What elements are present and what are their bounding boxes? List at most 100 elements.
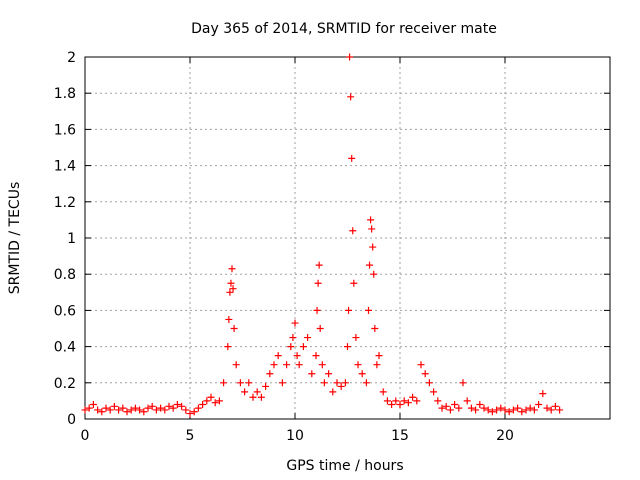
data-point [400, 397, 408, 405]
y-tick-label: 1.2 [54, 195, 76, 211]
data-point [430, 388, 438, 396]
data-point [119, 404, 127, 412]
data-point [404, 399, 412, 407]
data-point [362, 379, 370, 387]
data-point [270, 361, 278, 369]
data-point [480, 404, 488, 412]
data-point [438, 404, 446, 412]
data-point [266, 370, 274, 378]
data-point [283, 361, 291, 369]
data-point [232, 361, 240, 369]
data-point [262, 382, 270, 390]
data-point [505, 408, 513, 416]
x-axis: 0 5 10 15 20 [81, 57, 514, 444]
data-point [388, 401, 396, 409]
data-point [344, 343, 351, 351]
data-point [346, 53, 354, 61]
data-point [229, 285, 237, 293]
data-point [434, 397, 442, 405]
data-point [287, 343, 295, 351]
data-point [190, 408, 198, 416]
y-tick-label: 1.4 [54, 159, 76, 175]
data-point [203, 397, 211, 405]
data-point [182, 406, 190, 414]
data-point [224, 343, 232, 351]
data-point [102, 404, 110, 412]
data-point [371, 325, 379, 332]
data-point [526, 404, 534, 412]
data-point [530, 406, 538, 414]
data-point [369, 243, 377, 251]
data-point [316, 325, 324, 332]
y-axis: 0 0.2 0.4 0.6 0.8 1 1.2 1.4 1.6 1.8 2 [54, 50, 610, 428]
data-point [227, 279, 235, 287]
data-point [123, 408, 131, 416]
data-point [341, 379, 349, 387]
data-point [551, 402, 559, 410]
data-point [417, 361, 425, 369]
data-point [463, 397, 471, 405]
data-point [165, 402, 173, 410]
data-point [249, 393, 257, 401]
data-point [366, 261, 374, 269]
data-point [98, 408, 106, 416]
x-tick-label: 5 [186, 428, 195, 444]
data-point [314, 279, 322, 287]
data-point [493, 406, 501, 414]
data-point [94, 406, 102, 414]
data-point [333, 379, 341, 387]
data-point [459, 379, 467, 387]
y-tick-label: 0.8 [54, 267, 76, 283]
data-point [368, 225, 376, 233]
data-point [543, 404, 551, 412]
data-point [140, 408, 148, 416]
data-point [304, 334, 312, 342]
data-point [329, 388, 337, 396]
data-point [350, 279, 358, 287]
data-point [230, 325, 238, 332]
data-point [320, 379, 328, 387]
data-point [518, 408, 526, 416]
data-point [148, 402, 156, 410]
data-point [81, 406, 89, 414]
y-tick-label: 0 [67, 412, 76, 428]
data-point [535, 401, 543, 409]
data-point [245, 379, 253, 387]
grid-lines [85, 57, 610, 419]
data-point [509, 406, 517, 414]
y-tick-label: 0.2 [54, 376, 76, 392]
data-point [556, 406, 564, 414]
data-point [274, 352, 282, 360]
data-point [106, 406, 114, 414]
data-point [409, 393, 417, 401]
data-point [379, 388, 387, 396]
data-point [173, 401, 181, 409]
y-tick-label: 0.4 [54, 340, 76, 356]
data-point [358, 370, 366, 378]
data-point [295, 361, 303, 369]
data-point [347, 93, 355, 101]
data-point [501, 406, 509, 414]
data-point [421, 370, 429, 378]
data-point [425, 379, 433, 387]
chart-title: Day 365 of 2014, SRMTID for receiver mat… [191, 21, 497, 37]
data-point [467, 404, 475, 412]
data-point [169, 404, 177, 412]
data-point [127, 406, 135, 414]
data-point [225, 315, 233, 323]
data-point [220, 379, 228, 387]
x-tick-label: 20 [496, 428, 514, 444]
data-point [476, 401, 484, 409]
data-point [85, 404, 93, 412]
data-point [472, 406, 480, 414]
x-axis-label: GPS time / hours [286, 458, 403, 474]
data-point [375, 352, 383, 360]
x-tick-label: 0 [81, 428, 90, 444]
data-point [178, 402, 186, 410]
data-point [497, 404, 505, 412]
data-point [522, 406, 530, 414]
data-point [352, 334, 360, 342]
data-point [315, 261, 323, 269]
y-axis-label: SRMTID / TECUs [7, 182, 23, 295]
data-point [539, 390, 547, 398]
